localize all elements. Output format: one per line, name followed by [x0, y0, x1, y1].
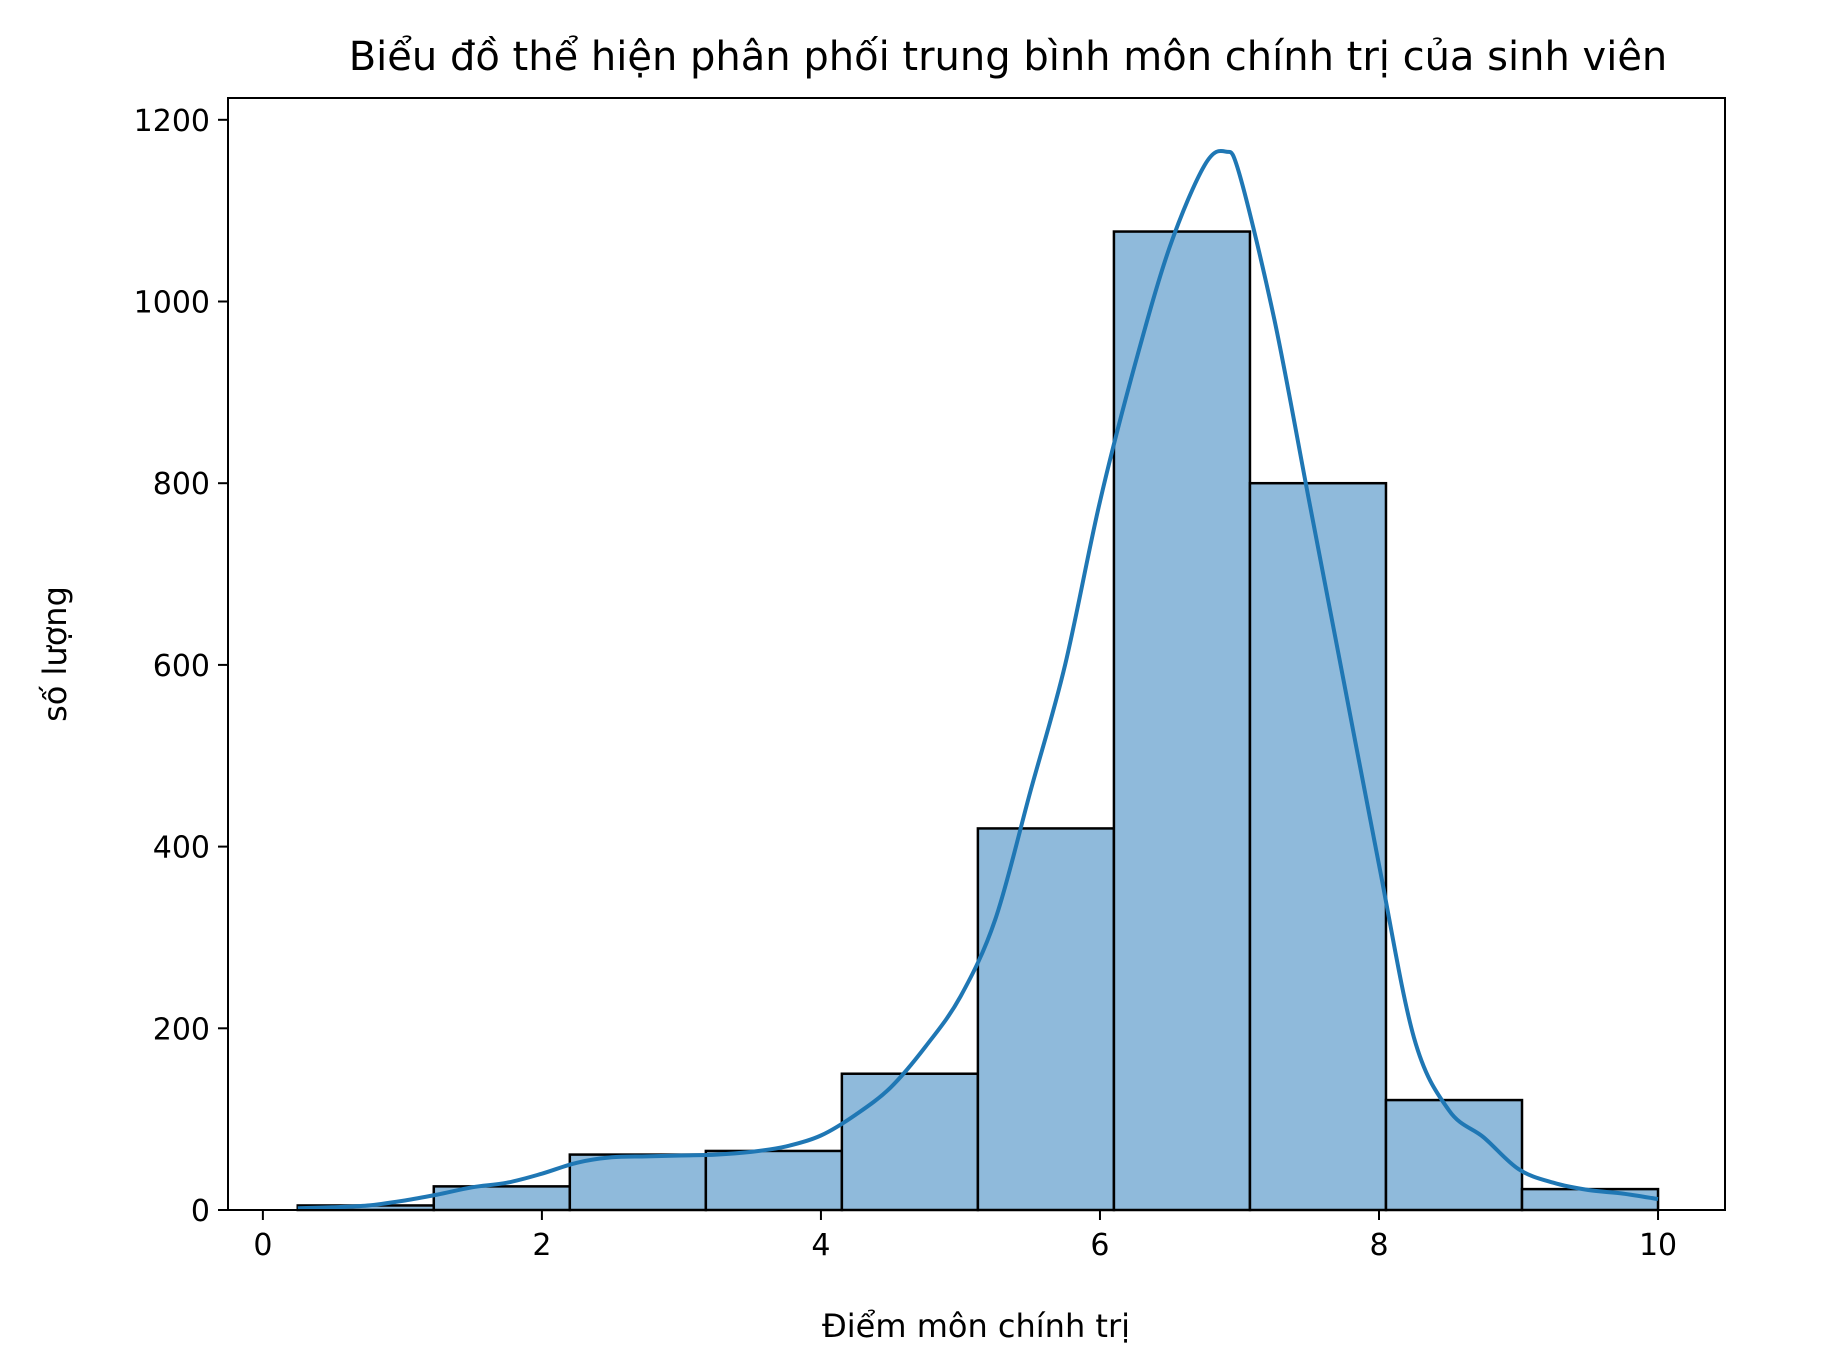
histogram-bar-6 [1112, 230, 1252, 1212]
histogram-bar-7 [1248, 481, 1388, 1212]
y-tick-label-3: 600 [153, 649, 210, 684]
histogram-bar-3 [704, 1149, 844, 1212]
y-tick-label-0: 0 [191, 1194, 210, 1229]
histogram-bar-2 [568, 1153, 708, 1212]
y-tick-label-6: 1200 [134, 104, 210, 139]
x-tick-label-1: 2 [532, 1228, 551, 1263]
histogram-bar-4 [840, 1072, 980, 1212]
x-tick-label-2: 4 [811, 1228, 830, 1263]
kde-line [297, 148, 1659, 1211]
y-tick-label-4: 800 [153, 467, 210, 502]
y-axis-label: số lượng [36, 586, 74, 722]
plot-frame [227, 97, 1726, 1211]
y-axis: 0 200 400 600 800 1000 1200 [134, 104, 228, 1229]
x-tick-label-3: 6 [1090, 1228, 1109, 1263]
y-tick-label-2: 400 [153, 831, 210, 866]
chart-title: Biểu đồ thể hiện phân phối trung bình mô… [349, 34, 1668, 80]
histogram-bar-5 [976, 827, 1116, 1212]
y-tick-label-1: 200 [153, 1012, 210, 1047]
x-tick-label-5: 10 [1639, 1228, 1677, 1263]
x-tick-label-4: 8 [1369, 1228, 1388, 1263]
y-tick-label-5: 1000 [134, 286, 210, 321]
x-tick-label-0: 0 [253, 1228, 272, 1263]
x-axis: 0 2 4 6 8 10 [253, 1210, 1677, 1263]
histogram-bars [296, 230, 1660, 1212]
x-axis-label: Điểm môn chính trị [822, 1307, 1130, 1345]
